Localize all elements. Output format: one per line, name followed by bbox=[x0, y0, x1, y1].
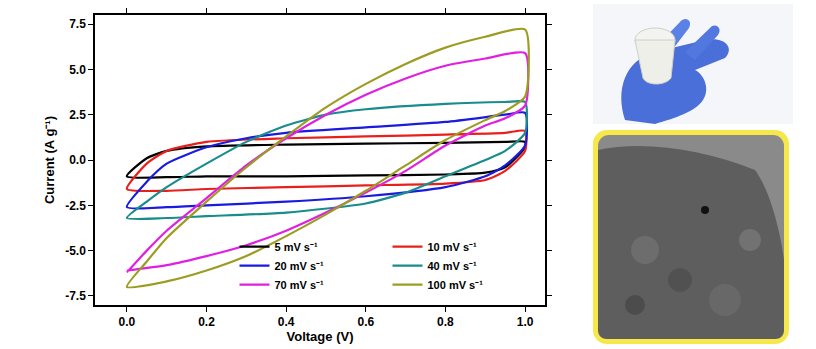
svg-text:2.5: 2.5 bbox=[69, 108, 86, 122]
svg-text:0.8: 0.8 bbox=[437, 315, 454, 329]
svg-text:0.6: 0.6 bbox=[357, 315, 374, 329]
svg-text:100 mV s⁻¹: 100 mV s⁻¹ bbox=[428, 279, 484, 291]
svg-text:0.0: 0.0 bbox=[69, 153, 86, 167]
svg-text:10 mV s⁻¹: 10 mV s⁻¹ bbox=[428, 241, 478, 253]
svg-text:-7.5: -7.5 bbox=[65, 289, 86, 303]
svg-text:-2.5: -2.5 bbox=[65, 199, 86, 213]
svg-text:70 mV s⁻¹: 70 mV s⁻¹ bbox=[275, 279, 325, 291]
svg-text:5 mV s⁻¹: 5 mV s⁻¹ bbox=[275, 241, 318, 253]
svg-text:-5.0: -5.0 bbox=[65, 244, 86, 258]
svg-text:20 mV s⁻¹: 20 mV s⁻¹ bbox=[275, 260, 325, 272]
svg-text:0.0: 0.0 bbox=[119, 315, 136, 329]
svg-text:0.2: 0.2 bbox=[198, 315, 215, 329]
svg-text:Voltage (V): Voltage (V) bbox=[287, 329, 354, 344]
svg-text:5.0: 5.0 bbox=[69, 63, 86, 77]
svg-text:0.4: 0.4 bbox=[278, 315, 295, 329]
svg-text:1.0: 1.0 bbox=[517, 315, 534, 329]
svg-text:40 mV s⁻¹: 40 mV s⁻¹ bbox=[428, 260, 478, 272]
svg-text:7.5: 7.5 bbox=[69, 17, 86, 31]
svg-text:Current (A g⁻¹): Current (A g⁻¹) bbox=[42, 116, 57, 204]
